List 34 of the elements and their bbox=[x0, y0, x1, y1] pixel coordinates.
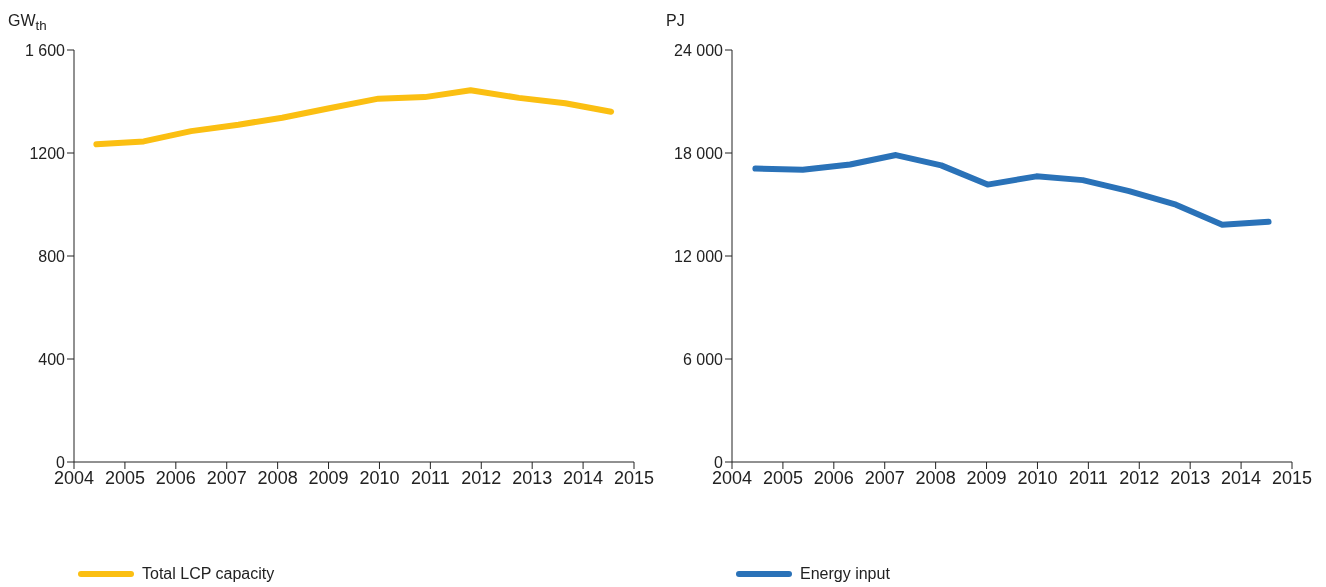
x-tick-label: 2007 bbox=[864, 467, 905, 488]
y-tick-label: 1200 bbox=[29, 144, 66, 162]
x-tick-label: 2006 bbox=[155, 467, 196, 488]
x-tick-label: 2011 bbox=[411, 467, 450, 488]
x-tick-label: 2014 bbox=[563, 467, 604, 488]
y-tick-label: 400 bbox=[38, 350, 66, 368]
x-tick-label: 2012 bbox=[461, 467, 502, 488]
x-tick-label: 2008 bbox=[915, 467, 956, 488]
x-tick-label: 2015 bbox=[1271, 467, 1313, 488]
x-tick-label: 2009 bbox=[966, 467, 1007, 488]
x-tick-label: 2008 bbox=[257, 467, 298, 488]
y-tick-label: 12 000 bbox=[674, 247, 724, 265]
y-tick-label: 1 600 bbox=[24, 41, 66, 59]
y-axis-title: PJ bbox=[666, 12, 685, 30]
y-tick-label: 800 bbox=[38, 247, 66, 265]
x-tick-label: 2010 bbox=[359, 467, 400, 488]
legend-label: Energy input bbox=[800, 565, 890, 583]
y-tick-label: 6 000 bbox=[682, 350, 724, 368]
x-tick-label: 2005 bbox=[104, 467, 145, 488]
x-tick-label: 2011 bbox=[1069, 467, 1108, 488]
x-tick-label: 2015 bbox=[613, 467, 655, 488]
x-tick-label: 2013 bbox=[1170, 467, 1211, 488]
x-tick-label: 2013 bbox=[512, 467, 553, 488]
x-tick-label: 2012 bbox=[1119, 467, 1160, 488]
x-tick-label: 2005 bbox=[762, 467, 803, 488]
x-tick-label: 2007 bbox=[206, 467, 247, 488]
y-tick-label: 18 000 bbox=[674, 144, 724, 162]
x-tick-label: 2009 bbox=[308, 467, 349, 488]
x-tick-label: 2010 bbox=[1017, 467, 1058, 488]
legend-label: Total LCP capacity bbox=[142, 565, 275, 583]
y-tick-label: 24 000 bbox=[674, 41, 724, 59]
x-tick-label: 2006 bbox=[813, 467, 854, 488]
y-axis-title: GW$_{th}$ bbox=[8, 12, 47, 34]
x-tick-label: 2014 bbox=[1221, 467, 1262, 488]
